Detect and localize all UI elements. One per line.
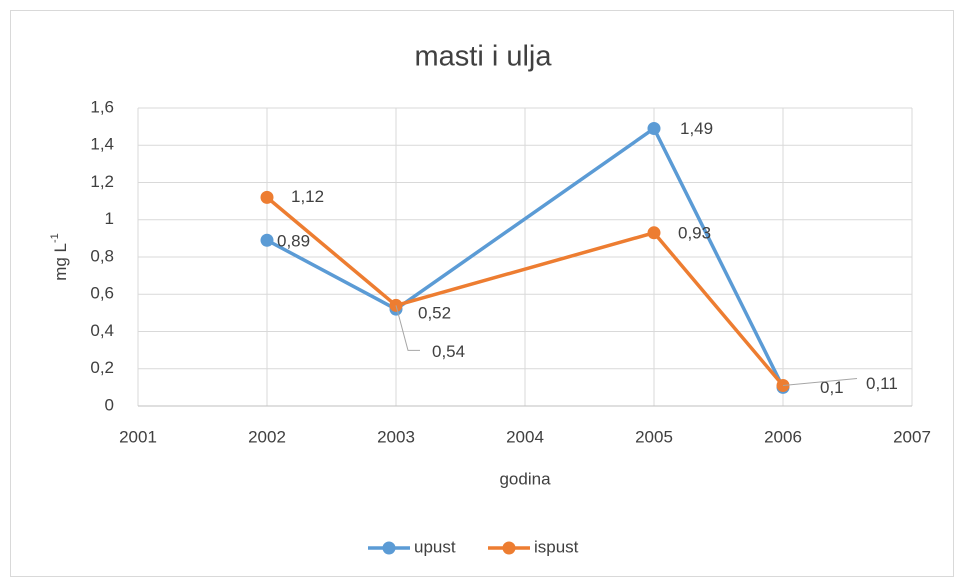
series-line — [266, 125, 785, 389]
data-label: 0,54 — [432, 342, 465, 361]
data-label: 0,1 — [820, 378, 844, 397]
x-tick-label: 2001 — [119, 427, 157, 446]
data-label: 1,12 — [291, 187, 324, 206]
y-axis-label-sup: -1 — [49, 233, 61, 243]
x-tick-label: 2004 — [506, 427, 544, 446]
leader-line — [782, 378, 858, 387]
y-tick-label: 1 — [105, 209, 114, 228]
x-tick-label: 2006 — [764, 427, 802, 446]
y-tick-label: 0,6 — [90, 284, 114, 303]
data-point — [260, 233, 274, 247]
data-label: 0,93 — [678, 223, 711, 242]
legend-marker — [382, 541, 396, 555]
data-label: 1,49 — [680, 119, 713, 138]
legend-label: upust — [414, 537, 456, 556]
x-tick-label: 2003 — [377, 427, 415, 446]
legend-marker — [502, 541, 516, 555]
y-tick-label: 0,8 — [90, 246, 114, 265]
y-axis-label-text: mg L — [51, 243, 70, 281]
leader-line — [395, 305, 420, 351]
data-label: 0,52 — [418, 304, 451, 323]
chart-title: masti i ulja — [415, 41, 553, 73]
legend-label: ispust — [534, 537, 579, 556]
data-point — [647, 226, 661, 240]
y-tick-label: 0,4 — [90, 321, 114, 340]
chart-frame — [10, 10, 954, 577]
y-tick-label: 1,4 — [90, 135, 114, 154]
y-tick-label: 1,6 — [90, 97, 114, 116]
x-axis-label: godina — [499, 469, 551, 488]
y-tick-label: 0,2 — [90, 358, 114, 377]
data-point — [260, 190, 274, 204]
y-axis-label: mg L-1 — [49, 233, 71, 281]
data-label: 0,89 — [277, 232, 310, 251]
y-tick-label: 0 — [105, 395, 114, 414]
y-tick-label: 1,2 — [90, 172, 114, 191]
x-tick-label: 2005 — [635, 427, 673, 446]
data-label: 0,11 — [866, 374, 898, 393]
x-tick-label: 2007 — [893, 427, 931, 446]
x-tick-label: 2002 — [248, 427, 286, 446]
series-line — [265, 196, 785, 387]
data-point — [647, 121, 661, 135]
